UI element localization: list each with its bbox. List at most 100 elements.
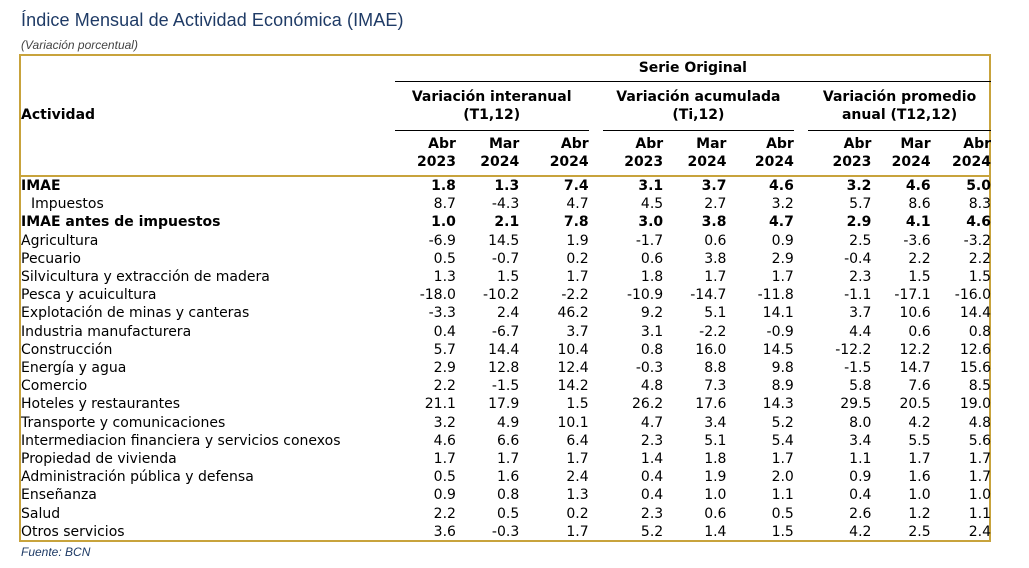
value-cell: 0.8 xyxy=(640,341,664,358)
table-row: Enseñanza 0.9 0.8 1.3 0.4 1.0 1.1 0.4 1.0 1.0 xyxy=(21,486,991,504)
value-cell: 14.5 xyxy=(488,232,520,249)
value-cell: 14.5 xyxy=(762,341,794,358)
value-cell: 0.2 xyxy=(566,250,589,267)
gap-cell xyxy=(589,432,603,450)
value-cell: 3.6 xyxy=(433,523,456,540)
gap-cell xyxy=(794,323,808,341)
value-cell: 4.6 xyxy=(871,174,931,196)
table-row: Silvicultura y extracción de madera 1.3 1.… xyxy=(21,268,991,286)
value-cell: 1.7 xyxy=(496,451,520,468)
value-cell: 5.2 xyxy=(771,414,794,431)
value-cell: 7.6 xyxy=(908,378,931,395)
value-cell: 4.4 xyxy=(849,323,872,340)
value-cell: 4.6 xyxy=(966,214,991,231)
value-cell: 4.1 xyxy=(905,214,931,231)
value-cell: 1.9 xyxy=(566,232,589,249)
value-cell: 1.5 xyxy=(566,396,589,413)
value-cell: 12.8 xyxy=(488,360,520,377)
table-row: Agricultura -6.9 14.5 1.9 -1.7 0.6 0.9 2.5 -3.6 -… xyxy=(21,232,991,250)
table-row: Propiedad de vivienda 1.7 1.7 1.7 1.4 1.8 1.7 1… xyxy=(21,450,991,468)
column-header: Mar 2024 xyxy=(480,136,520,170)
value-cell: 16.0 xyxy=(695,341,727,358)
table-row: Industria manufacturera 0.4 -6.7 3.7 3.1 -2.2… xyxy=(21,323,991,341)
value-cell: 8.7 xyxy=(433,196,456,213)
value-cell: 0.4 xyxy=(849,487,872,504)
table-row: Comercio 2.2 -1.5 14.2 4.8 7.3 8.9 5.8 7.6 8.5 xyxy=(21,377,991,395)
value-cell: 0.9 xyxy=(849,469,872,486)
value-cell: 8.0 xyxy=(849,414,872,431)
value-cell: 4.6 xyxy=(433,432,456,449)
column-header: Abr 2024 xyxy=(754,136,794,170)
value-cell: 12.6 xyxy=(959,341,991,358)
value-cell: 4.8 xyxy=(640,378,664,395)
value-cell: 4.7 xyxy=(640,414,664,431)
table-row: Salud 2.2 0.5 0.2 2.3 0.6 0.5 2.6 1.2 1.1 xyxy=(21,505,991,523)
table-row: Administración pública y defensa 0.5 1.6 2.… xyxy=(21,468,991,486)
value-cell: -3.2 xyxy=(963,232,991,249)
value-cell: 17.6 xyxy=(695,396,727,413)
row-label: Comercio xyxy=(21,378,88,395)
value-cell: 7.3 xyxy=(704,378,727,395)
row-label: Transporte y comunicaciones xyxy=(21,414,226,431)
value-cell: 1.0 xyxy=(908,487,931,504)
gap-cell xyxy=(589,505,603,523)
table-row: Intermediacion financiera y servicios co… xyxy=(21,432,991,450)
value-cell: 2.9 xyxy=(846,214,872,231)
value-cell: 1.7 xyxy=(566,523,589,540)
value-cell: 8.3 xyxy=(968,196,991,213)
value-cell: 3.4 xyxy=(704,414,727,431)
row-label: Impuestos xyxy=(31,196,104,213)
value-cell: 3.4 xyxy=(849,432,872,449)
value-cell: 14.2 xyxy=(557,378,589,395)
table-row: Otros servicios 3.6 -0.3 1.7 5.2 1.4 1.5 4.2 2.5… xyxy=(21,523,991,541)
value-cell: 0.4 xyxy=(640,487,664,504)
value-cell: 2.1 xyxy=(494,214,520,231)
value-cell: 3.8 xyxy=(701,214,727,231)
row-label: Salud xyxy=(21,505,61,522)
value-cell: 2.4 xyxy=(496,305,520,322)
gap-cell xyxy=(589,523,603,541)
value-cell: 0.4 xyxy=(433,323,456,340)
page-subtitle: (Variación porcentual) xyxy=(21,38,138,52)
value-cell: 4.9 xyxy=(496,414,520,431)
value-cell: 5.4 xyxy=(771,432,794,449)
row-label: Construcción xyxy=(21,341,113,358)
table-row: Pecuario 0.5 -0.7 0.2 0.6 3.8 2.9 -0.4 2.2 2.2 xyxy=(21,250,991,268)
gap-cell xyxy=(794,268,808,286)
gap-cell xyxy=(589,131,603,177)
gap-cell xyxy=(589,341,603,359)
value-cell: 1.8 xyxy=(704,451,727,468)
value-cell: 1.5 xyxy=(771,523,794,540)
gap-cell xyxy=(794,304,808,322)
value-cell: 12.2 xyxy=(899,341,931,358)
value-cell: 5.1 xyxy=(704,432,727,449)
value-cell: 2.0 xyxy=(771,469,794,486)
value-cell: 1.7 xyxy=(704,269,727,286)
value-cell: 3.1 xyxy=(602,174,664,196)
gap-cell xyxy=(589,268,603,286)
gap-cell xyxy=(794,213,808,231)
table-row: IMAE antes de impuestos 1.0 2.1 7.8 3.0 3.8 4.… xyxy=(21,213,991,231)
table-row: IMAE 1.8 1.3 7.4 3.1 3.7 4.6 3.2 4.6 5.0 xyxy=(21,174,991,196)
value-cell: 1.7 xyxy=(968,469,991,486)
value-cell: 2.2 xyxy=(433,378,456,395)
value-cell: 19.0 xyxy=(959,396,991,413)
value-cell: 0.6 xyxy=(908,323,931,340)
value-cell: -2.2 xyxy=(561,287,589,304)
value-cell: 1.1 xyxy=(771,487,794,504)
gap-cell xyxy=(589,304,603,322)
value-cell: 5.7 xyxy=(433,341,456,358)
gap-cell xyxy=(589,250,603,268)
gap-cell xyxy=(589,232,603,250)
value-cell: 1.7 xyxy=(771,269,794,286)
value-cell: 1.5 xyxy=(496,269,520,286)
value-cell: 10.4 xyxy=(557,341,589,358)
table-row: Pesca y acuicultura -18.0 -10.2 -2.2 -10.9 -1… xyxy=(21,286,991,304)
value-cell: 0.6 xyxy=(704,505,727,522)
value-cell: -1.1 xyxy=(844,287,872,304)
value-cell: 1.3 xyxy=(566,487,589,504)
table-row: Explotación de minas y canteras -3.3 2.4 46… xyxy=(21,304,991,322)
value-cell: 15.6 xyxy=(959,360,991,377)
value-cell: 3.2 xyxy=(433,414,456,431)
value-cell: 5.8 xyxy=(849,378,872,395)
